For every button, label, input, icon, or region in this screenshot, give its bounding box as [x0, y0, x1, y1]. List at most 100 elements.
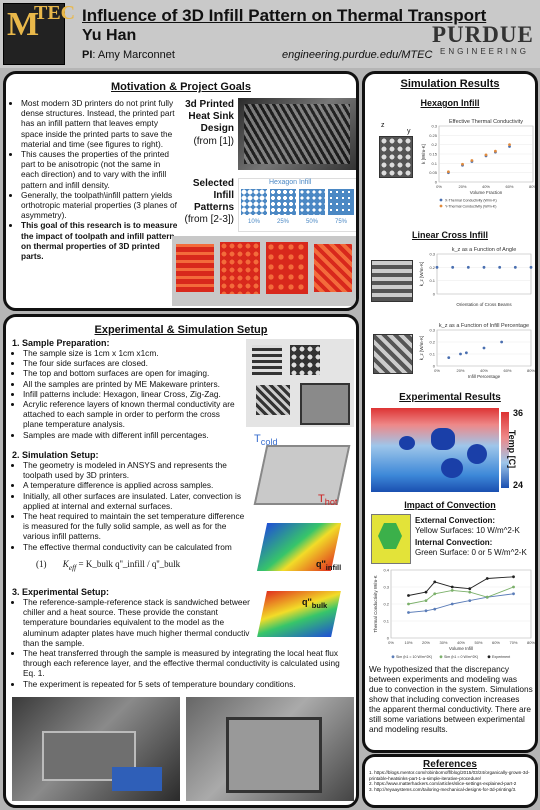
x-tick-label: 40% [457, 640, 465, 645]
q-infill-label: q''infill [316, 559, 341, 572]
legend-marker [487, 655, 491, 659]
list-item: The reference-sample-reference stack is … [23, 597, 259, 648]
pi-name: : Amy Marconnet [92, 49, 175, 61]
internal-convection-value: Green Surface: 0 or 5 W/m^2-K [415, 548, 527, 557]
data-point [407, 594, 410, 597]
x-axis-label: Volume Fraction [470, 190, 503, 195]
x-tick-label: 40% [482, 184, 490, 189]
list-item: This goal of this research is to measure… [21, 220, 179, 261]
data-point [450, 602, 454, 606]
y-tick-label: 0.1 [429, 278, 435, 283]
x-tick-label: 0% [436, 184, 442, 189]
axis-y-label: y [407, 128, 411, 135]
motivation-title: Motivation & Project Goals [111, 81, 251, 93]
t-hot-subscript: hot [324, 497, 338, 508]
percent-label: 10% [248, 219, 261, 225]
list-item: Initially, all other surfaces are insula… [23, 491, 252, 511]
data-point [468, 590, 472, 594]
pi-line: PI: Amy Marconnet [82, 49, 175, 61]
data-point [433, 607, 437, 611]
q-infill-subscript: infill [325, 562, 342, 572]
x-tick-label: 10% [404, 640, 412, 645]
x-axis-label: Orientation of Cross Beams [456, 302, 512, 307]
data-point [464, 351, 468, 355]
equation: (1) Keff = K_bulk q''_infill / q''_bulk [36, 559, 180, 572]
convection-cube-image [371, 514, 411, 564]
heatsink-ref: (from [1]) [193, 136, 234, 147]
temp-colorbar [501, 412, 509, 488]
y-axis-label: Thermal Conductivity W/m-K [373, 575, 378, 632]
list-item: The heat transferred through the sample … [23, 648, 352, 679]
data-point [433, 580, 437, 584]
data-point [468, 599, 472, 602]
simulation-setup-section: 2. Simulation Setup: The geometry is mod… [12, 450, 252, 552]
data-point [433, 592, 437, 596]
data-point [529, 265, 533, 269]
flux-bulk-image: q''bulk [250, 585, 354, 647]
y-tick-label: 0.4 [383, 568, 389, 573]
external-convection-head: External Convection: [415, 516, 496, 525]
external-convection-value: Yellow Surfaces: 10 W/m^2-K [415, 526, 520, 535]
y-tick-label: 0.1 [383, 619, 389, 624]
x-tick-label: 80% [529, 184, 537, 189]
exp-setup-list-cont: The heat transferred through the sample … [12, 648, 352, 689]
chart-title: Effective Thermal Conductivity [449, 119, 523, 125]
thermal-image [371, 408, 499, 492]
t-cold-symbol: T [254, 433, 261, 445]
x-tick-label: 80% [527, 640, 535, 645]
y-axis-label: k_z [W/m-K] [419, 336, 424, 361]
list-item: The geometry is modeled in ANSYS and rep… [23, 460, 252, 480]
data-point [498, 265, 502, 269]
setup-title: Experimental & Simulation Setup [94, 324, 268, 336]
temp-max-label: 36 [513, 408, 524, 418]
list-item: This causes the properties of the printe… [21, 149, 179, 190]
x-tick-label: 20% [422, 640, 430, 645]
experimental-setup-section: 3. Experimental Setup: The reference-sam… [12, 587, 352, 689]
x-tick-label: 40% [480, 368, 488, 373]
motivation-list: Most modern 3D printers do not print ful… [10, 98, 179, 261]
experiment-photo-left [12, 697, 180, 801]
list-item: A temperature difference is applied acro… [23, 480, 252, 490]
equation-rhs: = K_bulk q''_infill / q''_bulk [78, 559, 181, 569]
logo-letter: M [7, 6, 40, 43]
exp-setup-list: The reference-sample-reference stack is … [12, 597, 259, 648]
list-item: The four side surfaces are closed. [23, 358, 238, 368]
equation-subscript: eff [68, 562, 77, 572]
data-point [508, 143, 511, 147]
section-heading: 1. Sample Preparation: [12, 338, 110, 348]
list-item: The effective thermal conductivity can b… [23, 542, 252, 552]
q-bulk-symbol: q'' [302, 597, 312, 607]
data-point [485, 577, 489, 580]
y-tick-label: 0 [435, 180, 438, 185]
equation-lhs: K [62, 559, 69, 569]
y-tick-label: 0 [387, 636, 390, 641]
data-point [512, 592, 515, 596]
logo-text: TEC [34, 2, 76, 24]
list-item: Infill patterns include: Hexagon, linear… [23, 389, 238, 399]
y-tick-label: 0.3 [429, 328, 435, 333]
t-hot-symbol: T [318, 493, 325, 505]
purdue-logo: PURDUE [432, 22, 534, 47]
data-point [500, 340, 504, 344]
x-tick-label: 60% [505, 184, 513, 189]
data-point [461, 162, 464, 166]
y-tick-label: 0.2 [429, 265, 435, 270]
list-item: The top and bottom surfaces are open for… [23, 368, 238, 378]
data-point [450, 585, 454, 589]
legend-marker [439, 655, 443, 659]
x-tick-label: 30% [439, 640, 447, 645]
legend-marker [439, 198, 443, 202]
data-point [512, 585, 515, 589]
q-bulk-subscript: bulk [311, 600, 328, 610]
infill-ref: (from [2-3]) [184, 214, 234, 225]
convection-paragraph: We hypothesized that the discrepancy bet… [369, 664, 533, 734]
sample-prep-list: The sample size is 1cm x 1cm x1cm. The f… [12, 348, 238, 440]
y-tick-label: 0.2 [429, 340, 435, 345]
references-panel: References 1. https://blogs.mentor.com/r… [362, 754, 538, 808]
y-axis-label: k [W/m-K] [421, 144, 426, 164]
y-tick-label: 0.05 [429, 170, 438, 175]
data-point [459, 352, 462, 356]
x-axis-label: Volume Infill [449, 646, 473, 651]
list-item: Samples are made with different infill p… [23, 430, 238, 440]
x-tick-label: 20% [456, 368, 464, 373]
